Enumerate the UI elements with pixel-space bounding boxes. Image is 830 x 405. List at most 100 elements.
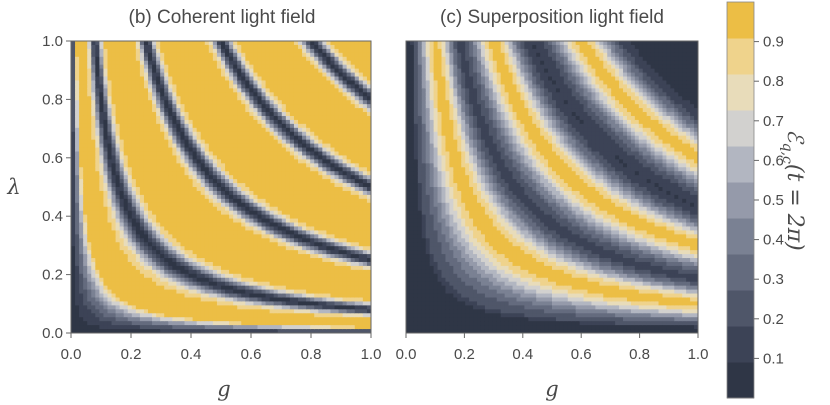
panel-b-cell [87,151,92,157]
panel-b-cell [192,52,198,58]
panel-b-cell [334,56,340,62]
panel-b-cell [127,226,133,232]
panel-b-cell [176,115,182,121]
panel-b-cell [200,218,206,224]
panel-b-cell [75,317,80,322]
panel-b-cell [111,104,117,109]
panel-b-cell [180,258,186,263]
panel-b-cell [302,285,307,291]
panel-b-cell [148,301,153,306]
panel-b-cell [314,108,319,113]
panel-b-cell [184,147,190,153]
panel-b-cell [326,76,332,82]
panel-b-cell [119,127,125,133]
panel-b-cell [115,198,121,204]
panel-b-cell [216,242,222,247]
panel-b-cell [334,321,340,326]
panel-b-cell [310,159,315,164]
panel-b-cell [192,218,198,224]
panel-b-cell [285,48,291,54]
panel-b-cell [127,281,133,287]
panel-b-cell [160,285,165,291]
panel-b-cell [135,52,141,58]
panel-b-cell [273,230,279,235]
panel-b-cell [160,277,165,283]
panel-b-cell [184,48,190,54]
panel-b-cell [139,119,145,125]
panel-b-cell [314,277,319,283]
panel-b-cell [249,329,255,333]
panel-b-cell [184,254,190,259]
panel-b-cell [139,41,145,46]
panel-b-cell [156,41,161,46]
panel-b-cell [83,171,88,176]
panel-b-cell [265,242,271,247]
panel-b-cell [249,285,255,291]
panel-b-cell [289,190,295,196]
panel-b-cell [119,234,125,239]
panel-b-cell [184,123,190,129]
panel-b-cell [168,226,173,232]
panel-b-cell [281,127,287,133]
panel-b-cell [233,155,238,160]
panel-b-cell [95,277,100,283]
panel-b-cell [160,301,165,306]
panel-b-cell [257,119,263,125]
panel-b-cell [277,56,283,62]
panel-b-cell [196,123,202,129]
panel-b-cell [298,261,303,267]
panel-b-cell [273,104,279,109]
panel-b-cell [342,147,348,153]
panel-b-cell [139,190,145,196]
panel-b-cell [285,139,291,145]
panel-b-cell [184,230,190,235]
panel-b-cell [310,289,315,295]
panel-b-cell [237,127,242,133]
panel-b-cell [83,52,88,58]
panel-b-cell [245,301,250,306]
panel-b-cell [200,258,206,263]
panel-b-cell [302,48,307,54]
panel-b-cell [160,269,165,275]
panel-b-cell [99,297,105,303]
panel-b-cell [152,265,157,271]
panel-b-cell [249,281,255,287]
panel-b-cell [168,281,173,287]
panel-b-cell [314,269,319,275]
panel-b-cell [71,226,76,232]
panel-b-cell [302,238,307,243]
panel-b-cell [103,167,109,172]
panel-b-cell [285,84,291,89]
panel-b-cell [269,167,275,172]
panel-b-cell [135,234,141,239]
panel-b-cell [269,119,275,125]
panel-b-cell [334,135,340,141]
panel-b-cell [156,305,161,310]
panel-b-cell [119,163,125,168]
panel-b-cell [91,64,96,70]
panel-b-cell [225,246,230,251]
panel-b-cell [269,112,275,117]
panel-b-cell [216,313,222,318]
panel-b-cell [119,206,125,212]
panel-b-cell [281,305,287,310]
panel-b-cell [310,41,315,46]
panel-b-cell [188,305,194,310]
panel-b-cell [289,64,295,70]
panel-b-cell [200,155,206,160]
panel-b-cell [233,222,238,228]
panel-b-cell [139,115,145,121]
panel-b-cell [281,190,287,196]
panel-b-cell [111,155,117,160]
panel-b-cell [123,96,129,101]
panel-b-cell [123,72,129,78]
panel-b-cell [277,187,283,192]
panel-b-cell [249,246,255,251]
panel-b-cell [184,293,190,299]
panel-b-cell [103,261,109,267]
panel-b-cell [111,321,117,326]
panel-b-cell [237,159,242,164]
panel-b-cell [79,194,84,200]
panel-b-cell [302,206,307,212]
panel-b-cell [326,269,332,275]
